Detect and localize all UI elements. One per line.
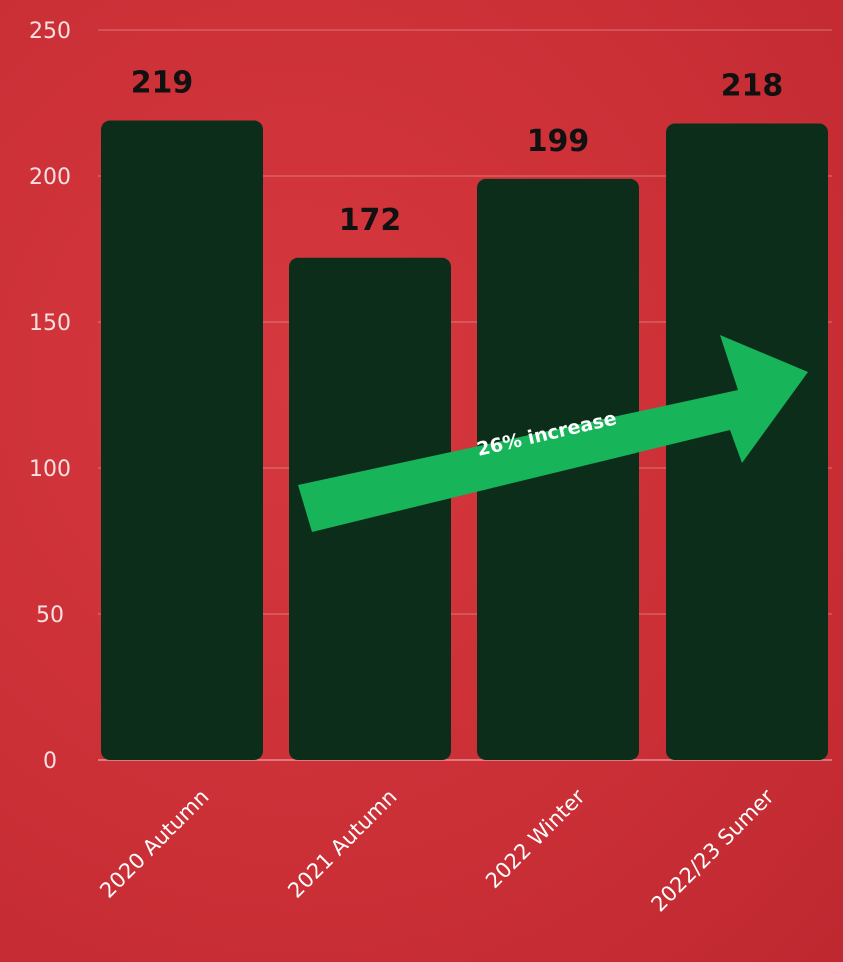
value-label: 199 — [527, 124, 590, 159]
value-labels: 219 172 199 218 — [131, 66, 784, 238]
y-tick-label: 50 — [36, 603, 64, 628]
x-axis-labels: 2020 Autumn 2021 Autumn 2022 Winter 2022/23… — [95, 784, 778, 916]
value-label: 219 — [131, 66, 194, 101]
y-tick-label: 200 — [29, 165, 71, 190]
increase-arrow-shape — [298, 335, 808, 532]
y-tick-label: 150 — [29, 311, 71, 336]
value-label: 218 — [721, 68, 784, 103]
y-tick-label: 100 — [29, 457, 71, 482]
value-label: 172 — [339, 203, 402, 238]
x-category-label: 2021 Autumn — [283, 785, 401, 903]
x-category-label: 2022/23 Sumer — [647, 784, 779, 916]
y-tick-label: 250 — [29, 19, 71, 44]
x-category-label: 2020 Autumn — [95, 785, 213, 903]
x-category-label: 2022 Winter — [481, 784, 590, 893]
bars — [101, 120, 828, 761]
y-axis-ticks: 0 50 100 150 200 250 — [29, 19, 71, 774]
y-tick-label: 0 — [43, 749, 57, 774]
bar — [101, 120, 263, 760]
